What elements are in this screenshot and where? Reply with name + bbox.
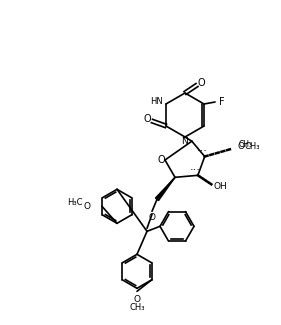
Text: O: O: [133, 295, 140, 304]
Text: HN: HN: [150, 97, 163, 106]
Text: CH₃: CH₃: [239, 140, 253, 149]
Text: ···: ···: [189, 165, 200, 175]
Text: H₃C: H₃C: [67, 198, 83, 207]
Text: CH₃: CH₃: [129, 303, 145, 312]
Text: O: O: [157, 155, 165, 165]
Polygon shape: [155, 177, 175, 201]
Text: O: O: [197, 78, 205, 88]
Text: OH: OH: [214, 182, 228, 191]
Text: O: O: [83, 202, 90, 211]
Text: O: O: [237, 142, 244, 151]
Text: O: O: [148, 213, 155, 222]
Text: F: F: [219, 97, 225, 107]
Text: O: O: [143, 114, 151, 124]
Text: CH₃: CH₃: [245, 142, 260, 151]
Text: N: N: [182, 136, 188, 146]
Text: ···: ···: [196, 147, 207, 157]
